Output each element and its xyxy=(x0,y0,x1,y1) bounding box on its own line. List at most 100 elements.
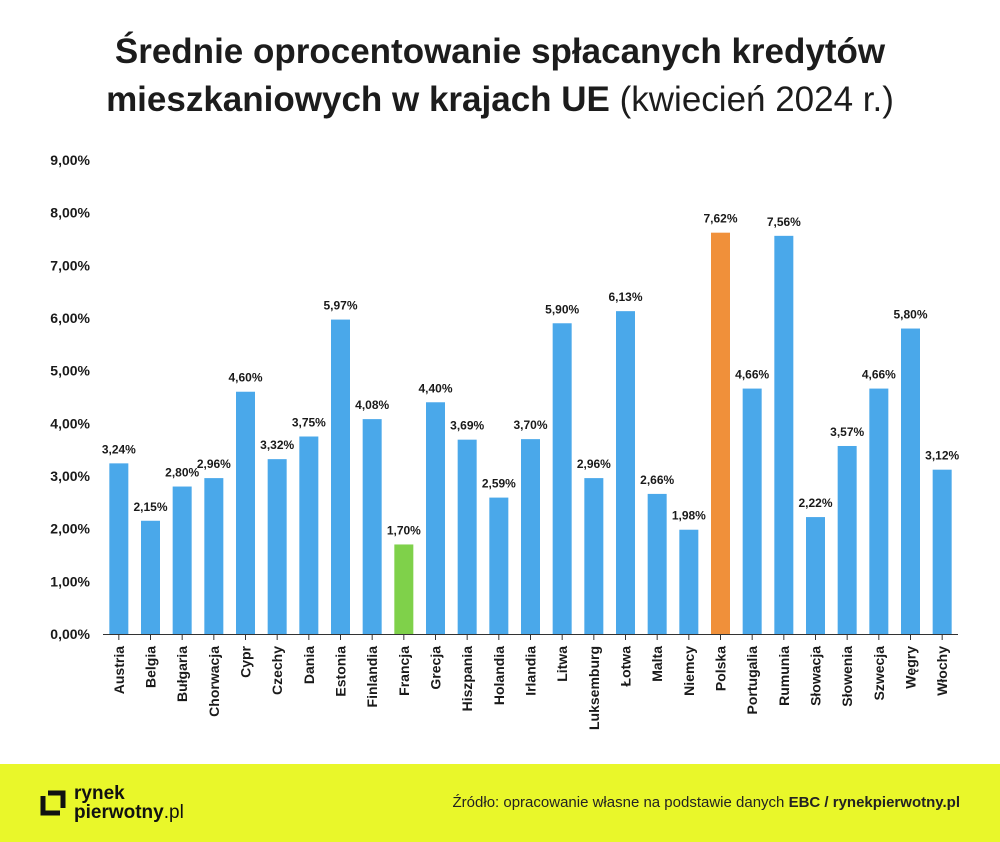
logo-line-2-bold: pierwotny xyxy=(74,802,164,823)
logo-icon xyxy=(40,790,66,816)
logo-line-2-thin: .pl xyxy=(163,802,184,823)
y-tick-label: 5,00% xyxy=(50,363,90,379)
x-tick-label: Bułgaria xyxy=(174,646,190,702)
bar-holandia xyxy=(489,497,509,634)
value-label: 1,70% xyxy=(387,523,421,537)
bar-słowenia xyxy=(837,445,857,634)
title-line-2-light: (kwiecień 2024 r.) xyxy=(609,80,894,119)
value-label: 4,66% xyxy=(862,368,896,382)
x-tick-label: Estonia xyxy=(333,646,349,697)
x-tick-label: Belgia xyxy=(143,646,159,688)
y-axis: 0,00% 1,00% 2,00% 3,00% 4,00% 5,00% 6,00% 7,00%… xyxy=(50,152,90,642)
bar-chorwacja xyxy=(204,478,224,634)
value-label: 5,80% xyxy=(893,308,927,322)
value-label: 3,32% xyxy=(260,438,294,452)
bar-irlandia xyxy=(521,439,540,634)
bar-malta xyxy=(647,493,667,634)
bar-austria xyxy=(109,463,129,634)
bar-polska xyxy=(711,232,730,634)
logo-text: rynek pierwotny.pl xyxy=(74,784,184,822)
source-bold: EBC / rynekpierwotny.pl xyxy=(788,794,960,811)
value-label: 2,22% xyxy=(798,496,832,510)
value-label: 3,75% xyxy=(292,416,326,430)
bar-łotwa xyxy=(616,311,635,634)
value-label: 3,57% xyxy=(830,425,864,439)
x-tick-label: Łotwa xyxy=(618,646,634,687)
source-prefix: Źródło: opracowanie własne na podstawie … xyxy=(452,794,789,811)
bar-finlandia xyxy=(362,419,382,634)
value-label: 2,96% xyxy=(197,457,231,471)
x-tick-label: Słowenia xyxy=(839,646,855,707)
x-tick-label: Holandia xyxy=(491,646,507,705)
bar-hiszpania xyxy=(457,439,477,634)
value-label: 4,40% xyxy=(418,381,452,395)
value-label: 3,70% xyxy=(513,418,547,432)
x-tick-label: Włochy xyxy=(934,646,950,696)
y-tick-label: 1,00% xyxy=(50,573,90,589)
value-label: 3,69% xyxy=(450,419,484,433)
value-label: 2,80% xyxy=(165,466,199,480)
y-tick-label: 2,00% xyxy=(50,521,90,537)
title-line-2-bold: mieszkaniowych w krajach UE xyxy=(106,80,610,119)
value-label: 2,96% xyxy=(577,457,611,471)
value-label: 2,59% xyxy=(482,477,516,491)
x-tick-label: Luksemburg xyxy=(586,646,602,730)
bar-niemcy xyxy=(679,529,699,634)
bar-dania xyxy=(299,436,319,634)
chart-title: Średnie oprocentowanie spłacanych kredyt… xyxy=(0,28,1000,124)
logo-line-2: pierwotny.pl xyxy=(74,803,184,822)
x-tick-label: Portugalia xyxy=(744,646,760,715)
footer-bar: rynek pierwotny.pl Źródło: opracowanie w… xyxy=(0,764,1000,842)
bar-francja xyxy=(394,544,414,634)
title-line-2: mieszkaniowych w krajach UE (kwiecień 20… xyxy=(0,76,1000,124)
x-tick-label: Węgry xyxy=(903,646,919,689)
value-label: 7,62% xyxy=(703,212,737,226)
bar-cypr xyxy=(236,391,255,634)
value-label: 4,60% xyxy=(228,371,262,385)
bar-rumunia xyxy=(774,235,794,634)
y-tick-label: 3,00% xyxy=(50,468,90,484)
value-label: 2,15% xyxy=(133,500,167,514)
bar-czechy xyxy=(267,459,287,634)
value-label: 4,08% xyxy=(355,398,389,412)
value-label: 1,98% xyxy=(672,509,706,523)
value-label: 3,12% xyxy=(925,449,959,463)
value-label: 4,66% xyxy=(735,368,769,382)
x-axis: Austria Belgia Bułgaria Chorwacja Cypr Czechy… xyxy=(103,634,958,730)
x-tick-label: Hiszpania xyxy=(459,646,475,712)
x-tick-label: Finlandia xyxy=(364,646,380,708)
y-tick-label: 9,00% xyxy=(50,152,90,168)
value-labels: 3,24%2,15%2,80%2,96%4,60%3,32%3,75%5,97%… xyxy=(102,212,960,538)
value-label: 2,66% xyxy=(640,473,674,487)
x-tick-label: Dania xyxy=(301,646,317,684)
y-tick-label: 0,00% xyxy=(50,626,90,642)
x-tick-label: Rumunia xyxy=(776,646,792,706)
bar-chart: 0,00% 1,00% 2,00% 3,00% 4,00% 5,00% 6,00% 7,00%… xyxy=(50,152,960,730)
y-tick-label: 7,00% xyxy=(50,257,90,273)
logo-line-1: rynek xyxy=(74,783,125,804)
source-note: Źródło: opracowanie własne na podstawie … xyxy=(453,794,960,811)
y-tick-label: 8,00% xyxy=(50,205,90,221)
bar-litwa xyxy=(552,323,572,634)
bar-portugalia xyxy=(742,388,762,634)
bar-węgry xyxy=(901,328,920,634)
bar-słowacja xyxy=(806,517,825,634)
x-tick-label: Niemcy xyxy=(681,646,697,696)
x-tick-label: Litwa xyxy=(554,646,570,682)
x-tick-label: Irlandia xyxy=(523,646,539,696)
x-tick-label: Cypr xyxy=(238,645,254,677)
bars xyxy=(109,232,952,634)
bar-estonia xyxy=(331,319,350,634)
x-tick-label: Malta xyxy=(649,646,665,682)
x-tick-label: Austria xyxy=(111,646,127,694)
bar-bułgaria xyxy=(172,486,192,634)
title-line-1: Średnie oprocentowanie spłacanych kredyt… xyxy=(114,32,886,71)
value-label: 5,90% xyxy=(545,302,579,316)
value-label: 6,13% xyxy=(608,290,642,304)
bar-włochy xyxy=(932,469,952,634)
value-label: 3,24% xyxy=(102,442,136,456)
bar-grecja xyxy=(426,402,445,634)
x-tick-label: Szwecja xyxy=(871,646,887,701)
brand-logo[interactable]: rynek pierwotny.pl xyxy=(40,782,184,824)
bar-szwecja xyxy=(869,388,889,634)
